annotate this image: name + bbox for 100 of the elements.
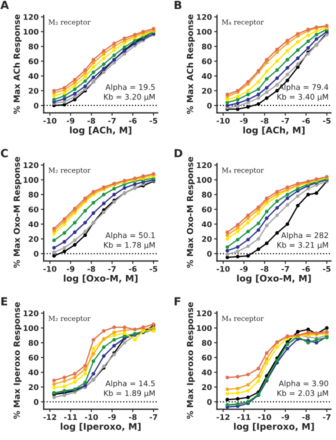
point [286,78,290,82]
point [306,192,310,196]
point [246,238,250,242]
chart-title: F [174,297,180,306]
point [286,346,290,350]
point [275,345,279,349]
point [296,48,300,52]
point [264,242,269,246]
point [236,223,240,227]
point [314,191,318,195]
point [226,245,230,249]
point [226,230,230,234]
point [256,87,260,92]
point [286,203,290,207]
point [83,68,87,72]
point [83,380,87,384]
point [72,206,77,210]
point [52,232,56,236]
point [256,222,260,226]
point [92,70,96,74]
point [133,182,137,186]
point [256,92,260,96]
point [275,231,279,235]
point [246,254,250,258]
point [256,379,260,383]
point [52,396,56,400]
point [52,386,56,390]
point [92,58,96,62]
point [72,80,77,84]
point [52,226,56,230]
point [102,49,106,53]
point [122,186,126,190]
point [286,222,290,226]
y-axis-title: % Max Iperoxo Response [14,302,22,419]
x-axis-title: log [Iperoxo, M] [234,422,314,432]
point [246,383,250,387]
point [102,70,106,74]
point [112,186,116,190]
point [256,102,260,106]
point [83,79,87,83]
point [286,49,290,53]
point [52,382,56,386]
point [256,366,260,370]
chart-title: A [0,0,9,10]
point [264,58,269,62]
point [314,340,318,345]
point [236,245,240,249]
point [72,78,77,82]
point [275,83,279,87]
point [62,384,66,388]
point [256,211,260,215]
point [246,88,250,93]
point [296,204,300,208]
point [226,252,230,256]
point [92,211,96,215]
point [264,86,269,90]
chart-title: C [0,148,8,158]
point [62,222,66,226]
point [62,376,66,380]
point [102,354,106,358]
point [72,84,77,88]
point [52,88,56,93]
point [296,330,300,334]
point [102,202,106,206]
point [102,56,106,60]
point [306,34,310,38]
point [52,246,56,250]
x-axis-title: log [Oxo-M, M] [64,274,138,284]
point [275,213,279,218]
point [62,91,66,95]
point [92,76,96,80]
point [83,84,87,88]
point [112,325,116,330]
point [62,97,66,101]
point [72,94,77,98]
point [83,364,87,368]
point [286,38,290,42]
point [246,100,250,104]
x-axis-title: log [Iperoxo, M] [60,422,141,432]
point [306,39,310,44]
chart-title: E [1,297,8,306]
point [246,98,250,102]
point [83,209,87,213]
chart-title: B [174,0,182,10]
point [122,36,126,40]
point [112,338,116,342]
point [72,98,77,102]
point [246,230,250,234]
point [72,238,77,242]
point [236,374,240,379]
point [246,396,250,400]
point [72,376,77,380]
y-axis-title: % Max ACh Response [186,14,195,114]
x-axis-title: log [ACh, M] [70,126,132,136]
point [226,248,230,253]
point [102,329,106,333]
point [92,372,96,376]
point [226,256,230,260]
point [246,388,250,393]
point [62,102,66,107]
